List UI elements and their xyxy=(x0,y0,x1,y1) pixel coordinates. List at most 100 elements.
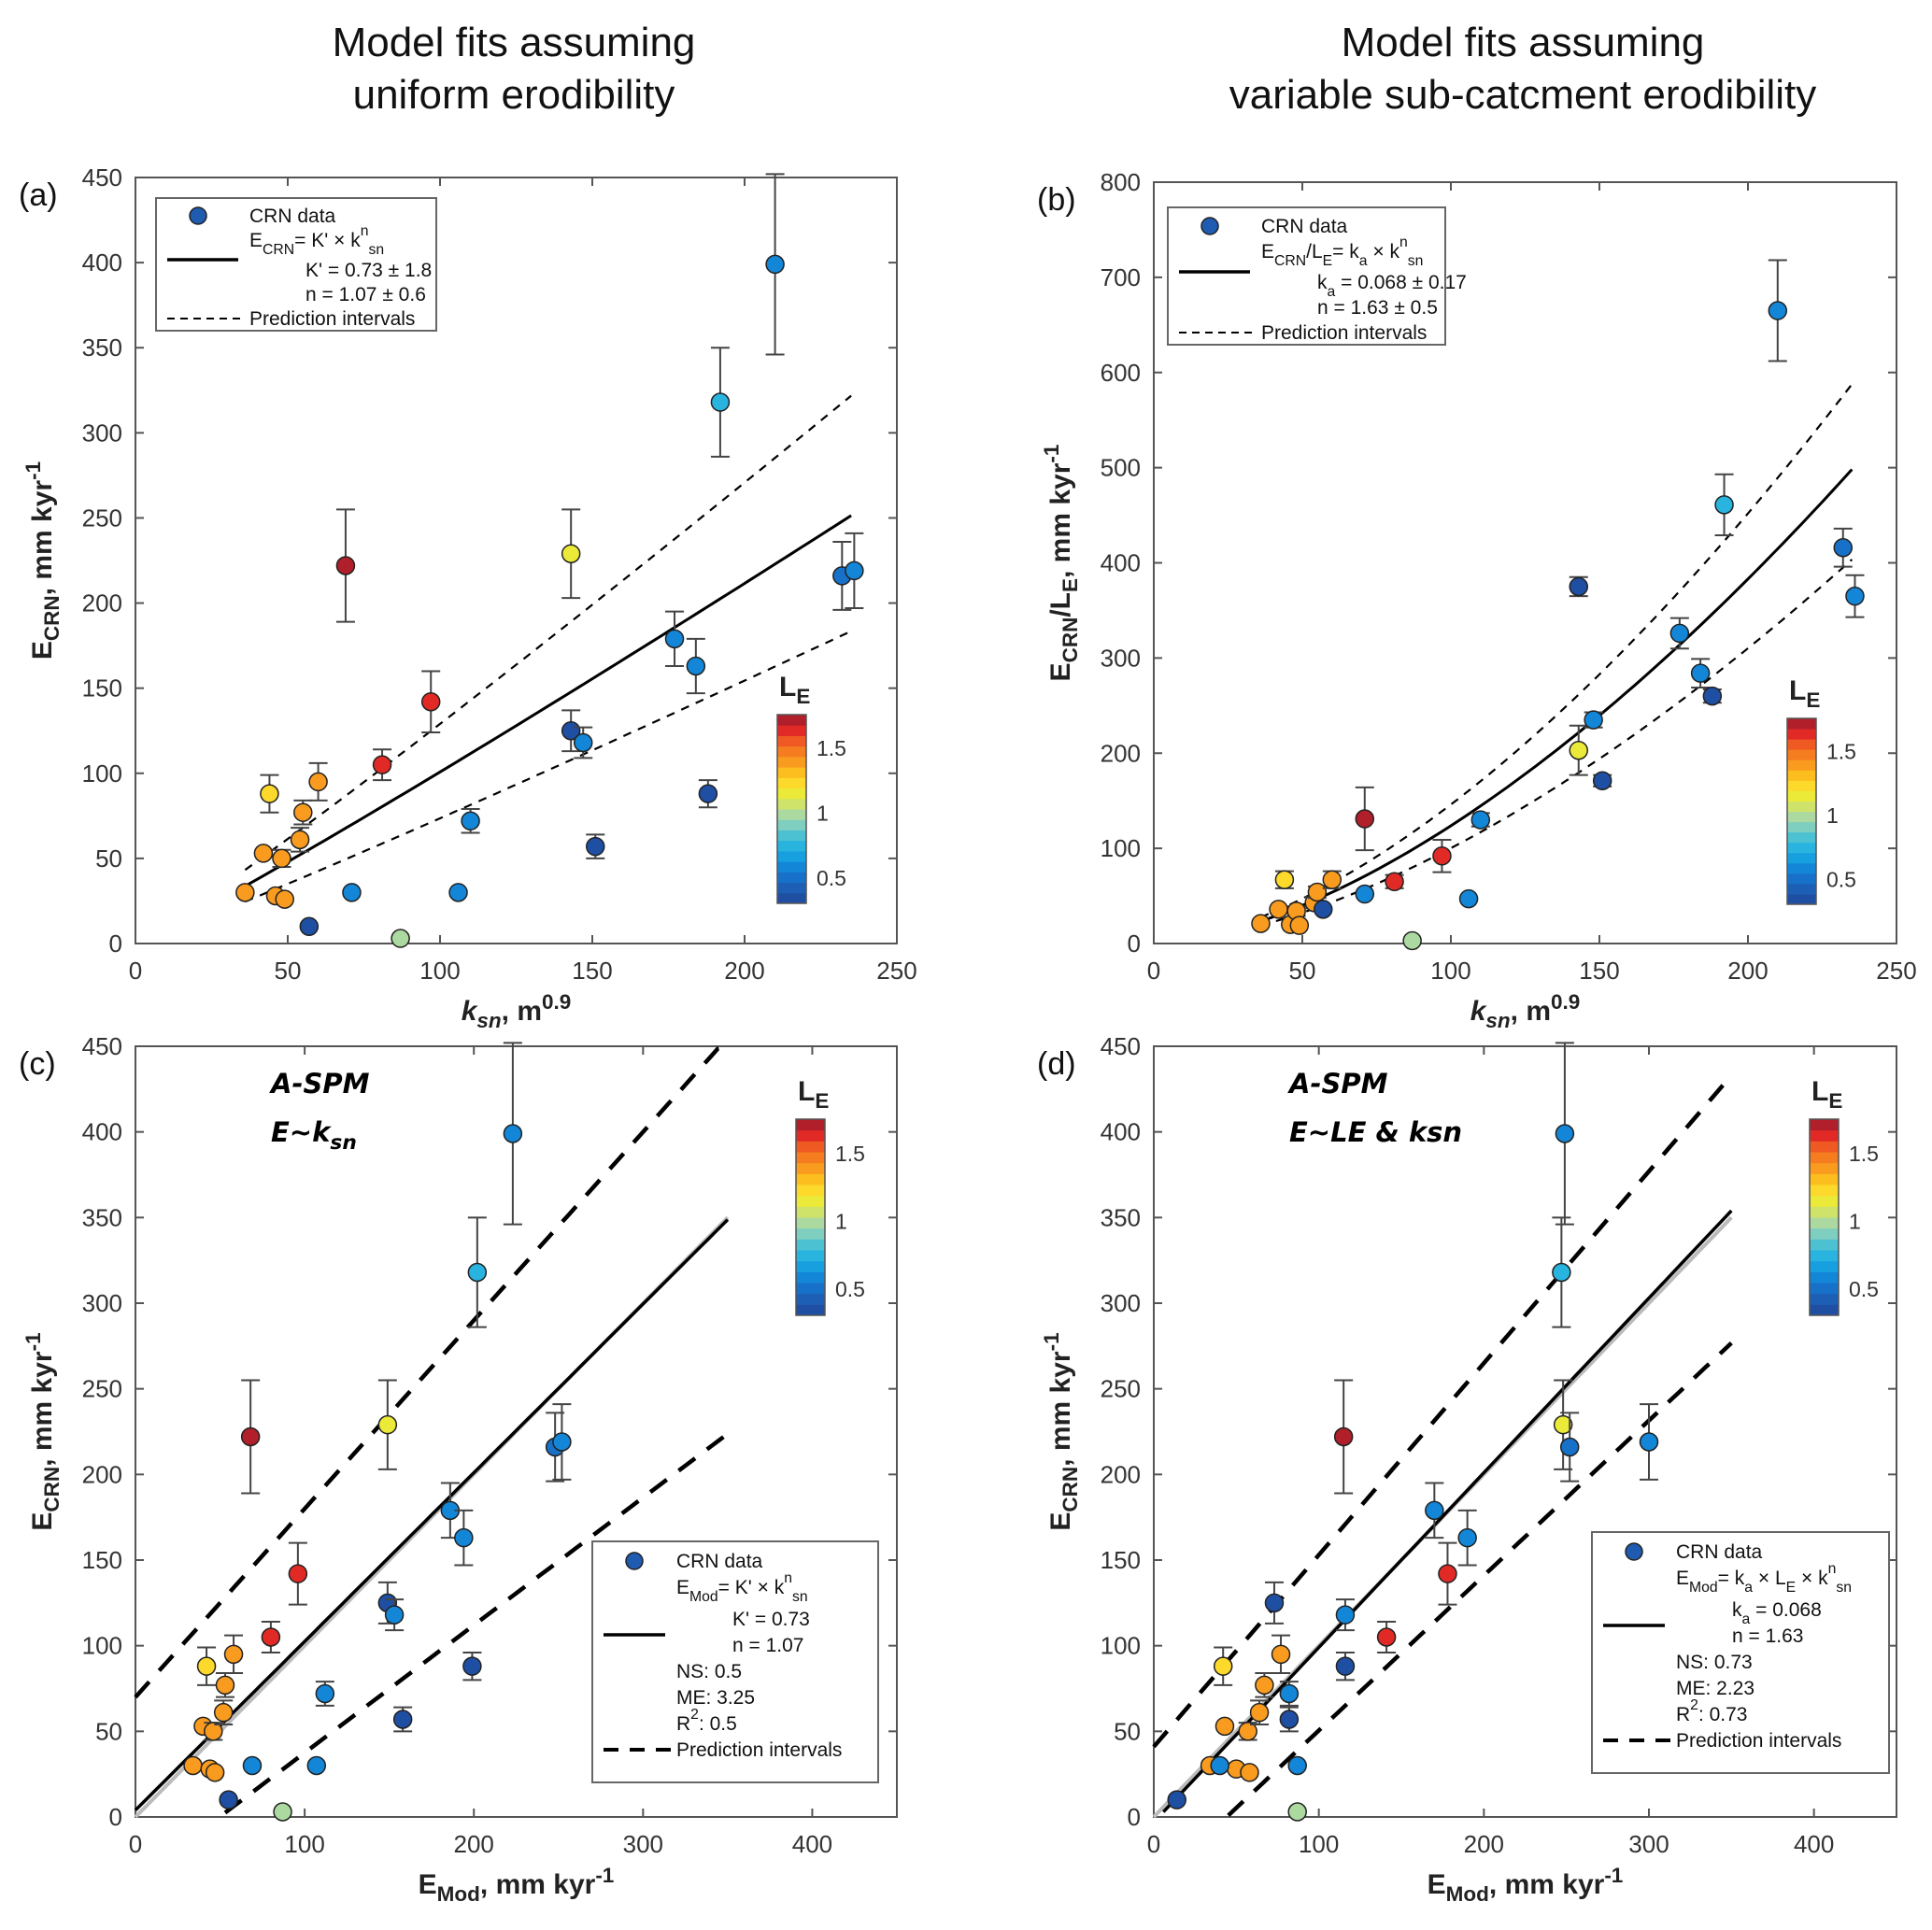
colorbar-segment xyxy=(1810,1173,1839,1185)
data-point xyxy=(290,830,310,850)
colorbar-segment xyxy=(796,1260,825,1272)
colorbar-segment xyxy=(1810,1228,1839,1240)
data-point xyxy=(1255,1675,1274,1696)
data-point xyxy=(573,732,593,753)
data-point xyxy=(1279,1710,1300,1729)
data-point xyxy=(1552,1262,1571,1283)
colorbar-segment xyxy=(796,1239,825,1251)
legend-formula-part: a xyxy=(1359,253,1368,269)
left-title-line2: uniform erodibility xyxy=(352,72,675,118)
x-axis-label: EMod, mm kyr-1 xyxy=(1428,1864,1624,1906)
data-point xyxy=(1333,1426,1354,1447)
y-tick-label: 150 xyxy=(82,1546,122,1574)
data-point xyxy=(1432,846,1452,866)
data-point xyxy=(1355,809,1375,829)
legend-box xyxy=(591,1540,879,1783)
data-point xyxy=(1213,1656,1233,1676)
y-axis-label-part: CRN xyxy=(1058,617,1082,663)
legend-marker-icon xyxy=(1625,1542,1643,1561)
colorbar-tick-label: 1.5 xyxy=(1826,739,1856,763)
y-axis-label-group: ECRN/LE, mm kyr-1 xyxy=(1040,445,1082,682)
y-tick-label: 100 xyxy=(82,1632,122,1660)
colorbar-segment xyxy=(777,892,806,904)
legend-entry-text: NS: 0.5 xyxy=(676,1661,742,1682)
x-tick-label: 0 xyxy=(1147,957,1160,985)
y-tick-label: 400 xyxy=(1101,1118,1141,1146)
legend-formula-part: sn xyxy=(1836,1580,1852,1596)
legend-formula-part: sn xyxy=(792,1589,808,1605)
colorbar-tick-label: 1.5 xyxy=(1849,1142,1879,1166)
legend-entry-text: n = 1.07 ± 0.6 xyxy=(305,284,426,305)
data-point xyxy=(260,784,279,803)
data-point xyxy=(503,1124,523,1143)
y-tick-label: 350 xyxy=(1101,1203,1141,1231)
x-axis-label-part: k xyxy=(1470,996,1487,1027)
legend-entry-text-part: 2 xyxy=(1690,1697,1698,1713)
legend-entry-text: n = 1.63 ± 0.5 xyxy=(1317,297,1438,319)
colorbar-segment xyxy=(777,725,806,736)
data-point xyxy=(1307,882,1328,902)
data-point xyxy=(664,629,685,649)
legend-entry-crn: CRN data xyxy=(1261,216,1348,237)
legend-entry-text-part: k xyxy=(1732,1599,1742,1621)
colorbar-segment xyxy=(777,872,806,884)
y-tick-label: 500 xyxy=(1101,454,1141,482)
legend-entry-text: ka = 0.068 ± 0.17 xyxy=(1317,272,1467,300)
data-point xyxy=(1355,884,1375,904)
prediction-upper xyxy=(1152,1073,1734,1749)
data-point xyxy=(1555,1124,1575,1143)
colorbar-label: LE xyxy=(798,1076,829,1113)
legend-formula-part: sn xyxy=(368,242,384,258)
colorbar-segment xyxy=(1787,801,1816,812)
data-point xyxy=(1167,1790,1186,1809)
colorbar-label-part: L xyxy=(1789,675,1806,706)
x-tick-label: 0 xyxy=(129,957,142,985)
data-point xyxy=(1274,870,1295,889)
prediction-upper xyxy=(1260,383,1854,918)
colorbar-label-part: L xyxy=(779,672,796,702)
data-point xyxy=(1215,1716,1235,1737)
y-tick-label: 100 xyxy=(1101,834,1141,862)
colorbar: 0.5 1 1.5 LE xyxy=(795,1076,865,1316)
colorbar-segment xyxy=(777,745,806,758)
y-tick-label: 200 xyxy=(1101,739,1141,767)
annotation-relation-part: E~LE & ksn xyxy=(1289,1116,1462,1148)
colorbar-segment xyxy=(1810,1283,1839,1295)
x-tick-label: 400 xyxy=(792,1830,832,1858)
legend-entry-text-part: n = 1.63 ± 0.5 xyxy=(1317,297,1438,319)
right-title-line2: variable sub-catcment erodibility xyxy=(1229,72,1817,118)
y-tick-label: 400 xyxy=(82,248,122,277)
colorbar-label-part: E xyxy=(815,1089,829,1113)
colorbar-segment xyxy=(777,809,806,820)
data-point xyxy=(586,836,605,857)
legend-formula-part: /L xyxy=(1306,241,1323,263)
y-tick-label: 50 xyxy=(1114,1717,1141,1745)
legend-formula-part: CRN xyxy=(263,242,294,258)
legend-entry-crn: CRN data xyxy=(676,1551,763,1572)
y-axis-label: ECRN/LE, mm kyr-1 xyxy=(1040,445,1082,682)
panel-label: (a) xyxy=(19,177,58,213)
colorbar-segment xyxy=(777,798,806,810)
colorbar-tick-label: 1 xyxy=(817,801,829,825)
data-point xyxy=(1271,1644,1291,1665)
y-tick-label: 700 xyxy=(1101,263,1141,291)
colorbar: 0.5 1 1.5 LE xyxy=(776,672,846,904)
colorbar-segment xyxy=(1810,1293,1839,1305)
data-point xyxy=(1264,1593,1285,1613)
data-point xyxy=(1289,915,1310,935)
data-point xyxy=(461,811,480,831)
data-point xyxy=(1702,686,1723,706)
colorbar-segment xyxy=(1810,1185,1839,1197)
legend-formula-part: = K' × k xyxy=(718,1577,785,1598)
colorbar-segment xyxy=(777,840,806,852)
legend-entry-text: R2: 0.5 xyxy=(676,1707,737,1735)
y-tick-label: 0 xyxy=(109,1803,122,1831)
y-tick-label: 400 xyxy=(1101,549,1141,577)
colorbar-segment xyxy=(1787,821,1816,833)
legend-entry-text-part: NS: 0.5 xyxy=(676,1661,742,1682)
colorbar-segment xyxy=(777,735,806,747)
colorbar-label-part: E xyxy=(796,685,810,708)
legend-formula-part: E xyxy=(1676,1568,1689,1589)
x-axis-label-part: 0.9 xyxy=(1551,990,1580,1014)
colorbar-segment xyxy=(1787,759,1816,771)
